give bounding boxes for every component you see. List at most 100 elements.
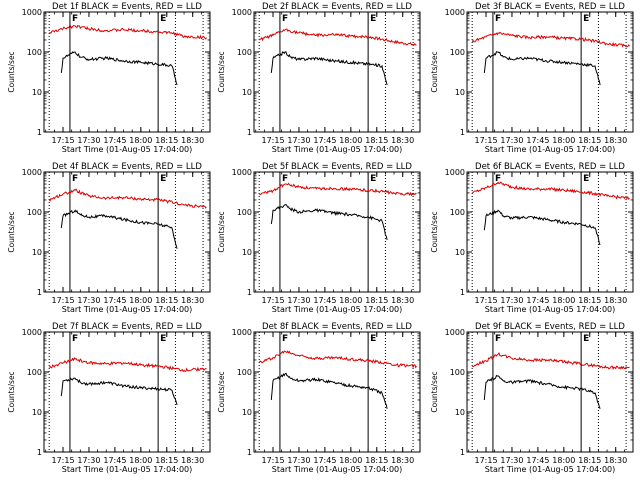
x-tick-label: 18:00 [552, 296, 575, 305]
time-marker-label: E [583, 174, 589, 184]
x-tick-label: 18:30 [181, 136, 204, 145]
lld-series-line [48, 356, 207, 373]
x-tick-label: 17:15 [474, 456, 497, 465]
x-tick-label: 17:15 [261, 136, 284, 145]
y-tick-label: 10 [455, 248, 465, 257]
x-tick-label: 18:00 [129, 136, 152, 145]
y-tick-label: 100 [450, 368, 465, 377]
events-series-line [60, 209, 178, 249]
x-tick-label: 17:45 [526, 456, 549, 465]
y-tick-label: 1000 [445, 168, 465, 177]
panel-title: Det 5f BLACK = Events, RED = LLD [262, 162, 412, 172]
x-axis-label: Start Time (01-Aug-05 17:04:00) [485, 145, 616, 154]
lld-series-line [258, 28, 417, 46]
y-tick-label: 1 [247, 448, 252, 457]
y-tick-label: 10 [242, 408, 252, 417]
x-tick-label: 17:30 [500, 136, 523, 145]
x-tick-label: 18:00 [339, 296, 362, 305]
x-tick-label: 18:00 [552, 136, 575, 145]
y-tick-label: 100 [27, 48, 42, 57]
time-marker-label: E [370, 14, 376, 24]
x-axis-label: Start Time (01-Aug-05 17:04:00) [485, 305, 616, 314]
time-marker-label: E [583, 14, 589, 24]
y-tick-label: 1 [37, 128, 42, 137]
y-tick-label: 1 [460, 288, 465, 297]
x-axis-label: Start Time (01-Aug-05 17:04:00) [485, 465, 616, 474]
x-axis-label: Start Time (01-Aug-05 17:04:00) [62, 145, 193, 154]
panel-title: Det 9f BLACK = Events, RED = LLD [475, 322, 625, 332]
events-series-line [270, 51, 388, 86]
x-tick-label: 18:30 [391, 296, 414, 305]
panel-det-4: Det 4f BLACK = Events, RED = LLD 1 10 100 10… [7, 162, 211, 314]
y-tick-label: 100 [450, 48, 465, 57]
x-tick-label: 17:15 [51, 136, 74, 145]
plot-frame [253, 171, 421, 293]
x-tick-label: 18:00 [129, 296, 152, 305]
x-tick-label: 17:15 [51, 296, 74, 305]
y-tick-label: 100 [450, 208, 465, 217]
panel-title: Det 6f BLACK = Events, RED = LLD [475, 162, 625, 172]
y-tick-label: 1000 [22, 168, 42, 177]
panel-det-5: Det 5f BLACK = Events, RED = LLD 1 10 100 10… [217, 162, 421, 314]
y-tick-label: 100 [237, 368, 252, 377]
time-marker-label: E [160, 174, 166, 184]
x-tick-label: 18:30 [391, 456, 414, 465]
time-marker-label: F [495, 14, 501, 24]
panel-det-9: Det 9f BLACK = Events, RED = LLD 1 10 100 10… [430, 322, 634, 474]
y-tick-label: 1000 [445, 8, 465, 17]
x-axis-label: Start Time (01-Aug-05 17:04:00) [272, 145, 403, 154]
y-tick-label: 1000 [232, 8, 252, 17]
plot-frame [466, 171, 634, 293]
x-tick-label: 17:45 [103, 456, 126, 465]
time-marker-label: F [282, 14, 288, 24]
time-marker-label: F [282, 174, 288, 184]
x-tick-label: 17:30 [77, 456, 100, 465]
x-tick-label: 17:30 [287, 456, 310, 465]
plot-frame [253, 331, 421, 453]
x-tick-label: 17:30 [77, 296, 100, 305]
y-tick-label: 100 [27, 208, 42, 217]
x-tick-label: 18:15 [155, 296, 178, 305]
lld-series-line [471, 181, 630, 200]
time-marker-label: F [495, 334, 501, 344]
plot-frame [43, 331, 211, 453]
x-tick-label: 17:15 [474, 136, 497, 145]
plot-frame [466, 11, 634, 133]
x-tick-label: 18:15 [365, 456, 388, 465]
panel-title: Det 7f BLACK = Events, RED = LLD [52, 322, 202, 332]
x-tick-label: 17:45 [103, 296, 126, 305]
panel-title: Det 2f BLACK = Events, RED = LLD [262, 2, 412, 12]
panel-det-3: Det 3f BLACK = Events, RED = LLD 1 10 100 10… [430, 2, 634, 154]
time-marker-label: E [583, 334, 589, 344]
events-series-line [60, 377, 178, 406]
x-tick-label: 17:45 [313, 296, 336, 305]
panel-title: Det 3f BLACK = Events, RED = LLD [475, 2, 625, 12]
x-tick-label: 18:00 [339, 456, 362, 465]
y-tick-label: 10 [455, 88, 465, 97]
y-axis-label: Counts/sec [217, 51, 226, 92]
y-tick-label: 1000 [232, 328, 252, 337]
x-tick-label: 17:45 [526, 136, 549, 145]
x-tick-label: 17:30 [500, 456, 523, 465]
lld-series-line [471, 31, 630, 48]
x-tick-label: 18:30 [391, 136, 414, 145]
x-tick-label: 18:30 [604, 456, 627, 465]
panel-det-2: Det 2f BLACK = Events, RED = LLD 1 10 100 10… [217, 2, 421, 154]
x-tick-label: 18:15 [578, 456, 601, 465]
x-tick-label: 17:15 [51, 456, 74, 465]
plot-frame [253, 11, 421, 133]
x-tick-label: 18:15 [155, 456, 178, 465]
x-tick-label: 18:30 [181, 296, 204, 305]
x-tick-label: 18:15 [578, 296, 601, 305]
events-series-line [483, 209, 601, 246]
y-axis-label: Counts/sec [430, 371, 439, 412]
y-tick-label: 10 [242, 88, 252, 97]
x-tick-label: 17:45 [526, 296, 549, 305]
plot-frame [43, 171, 211, 293]
x-tick-label: 17:45 [313, 136, 336, 145]
panel-title: Det 8f BLACK = Events, RED = LLD [262, 322, 412, 332]
y-tick-label: 100 [237, 48, 252, 57]
y-tick-label: 1000 [22, 328, 42, 337]
x-tick-label: 18:30 [604, 136, 627, 145]
